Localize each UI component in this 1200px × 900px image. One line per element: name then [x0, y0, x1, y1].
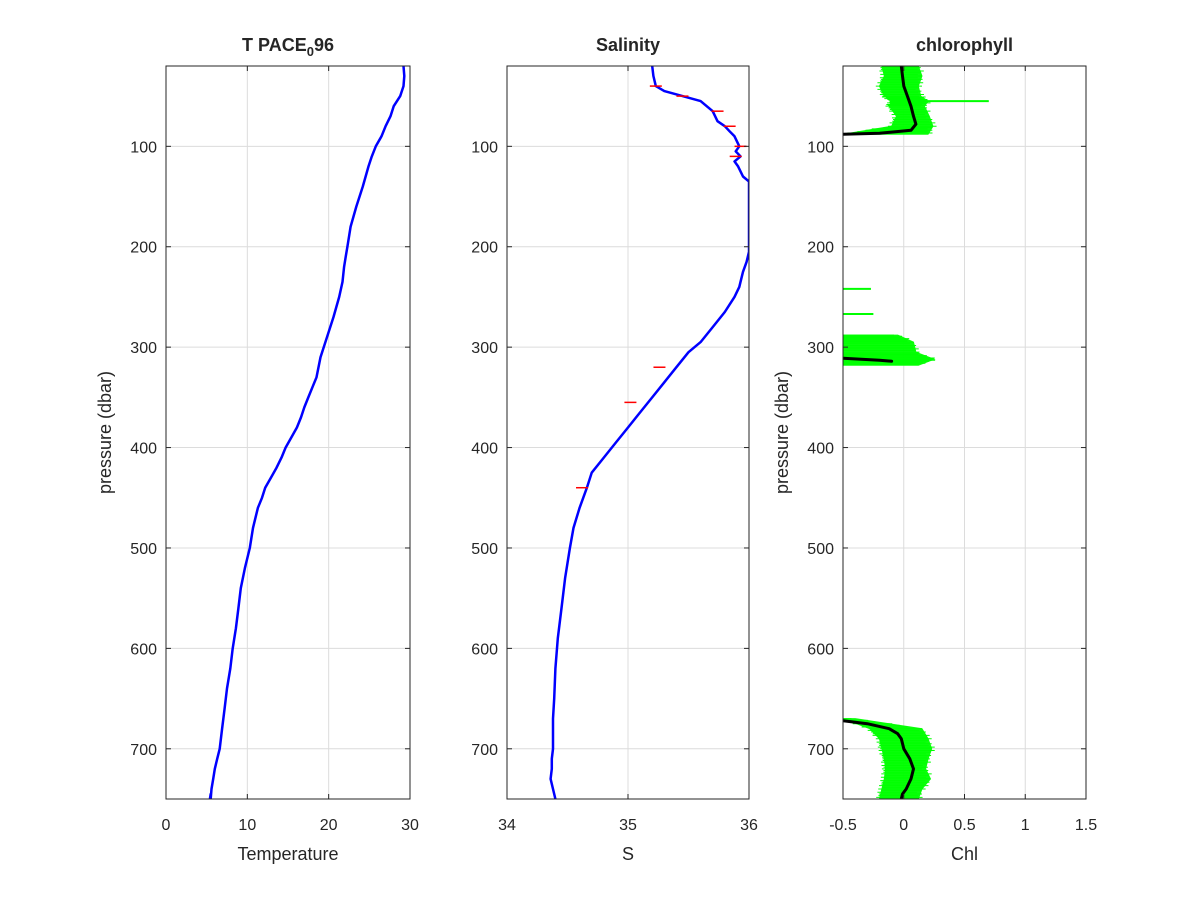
- salinity-xtick-label: 36: [740, 817, 758, 834]
- chlorophyll-ytick-label: 100: [807, 139, 834, 156]
- temperature-series-line: [208, 66, 406, 799]
- temperature-xtick-label: 20: [320, 817, 338, 834]
- salinity-title: Salinity: [596, 35, 660, 55]
- chlorophyll-ytick-label: 700: [807, 742, 834, 759]
- temperature-xtick-label: 0: [162, 817, 171, 834]
- salinity-panel: 34 35 36 100 200 300 400 500 600 700 Salinity S: [471, 35, 758, 864]
- temperature-title-tail: 96: [314, 35, 334, 55]
- salinity-ytick-label: 200: [471, 240, 498, 257]
- temperature-ylabel: pressure (dbar): [95, 371, 115, 494]
- chlorophyll-series-line: [843, 719, 915, 799]
- salinity-xtick-label: 35: [619, 817, 637, 834]
- salinity-ytick-label: 700: [471, 742, 498, 759]
- temperature-xlabel: Temperature: [237, 844, 338, 864]
- temperature-ytick-label: 200: [130, 240, 157, 257]
- salinity-xtick-label: 34: [498, 817, 516, 834]
- salinity-ytick-label: 100: [471, 139, 498, 156]
- chlorophyll-series-line: [843, 66, 918, 136]
- salinity-series-line: [549, 66, 749, 799]
- chlorophyll-panel: -0.5 0 0.5 1 1.5 100 200 300 400 500 600 700 chloro…: [772, 35, 1097, 864]
- temperature-ytick-label: 600: [130, 641, 157, 658]
- temperature-title: T PACE096: [242, 35, 334, 59]
- temperature-ticks: 0 10 20 30 100 200 300 400 500 600 700: [130, 66, 419, 834]
- chlorophyll-ticks: -0.5 0 0.5 1 1.5 100 200 300 400 500 600 700: [807, 66, 1097, 834]
- chlorophyll-title: chlorophyll: [916, 35, 1013, 55]
- chlorophyll-xtick-label: 1: [1021, 817, 1030, 834]
- chlorophyll-xtick-label: 0: [899, 817, 908, 834]
- chlorophyll-ylabel: pressure (dbar): [772, 371, 792, 494]
- chlorophyll-ytick-label: 300: [807, 340, 834, 357]
- temperature-ytick-label: 100: [130, 139, 157, 156]
- salinity-ytick-label: 500: [471, 541, 498, 558]
- chlorophyll-xtick-label: 0.5: [953, 817, 975, 834]
- salinity-plot-area: [549, 66, 749, 799]
- temperature-title-main: T PACE: [242, 35, 307, 55]
- salinity-ytick-label: 600: [471, 641, 498, 658]
- chlorophyll-ytick-label: 500: [807, 541, 834, 558]
- temperature-xtick-label: 30: [401, 817, 419, 834]
- chlorophyll-ytick-label: 200: [807, 240, 834, 257]
- temperature-ytick-label: 700: [130, 742, 157, 759]
- temperature-xtick-label: 10: [238, 817, 256, 834]
- chlorophyll-ytick-label: 600: [807, 641, 834, 658]
- temperature-ytick-label: 300: [130, 340, 157, 357]
- chlorophyll-xtick-label: 1.5: [1075, 817, 1097, 834]
- chlorophyll-series-line: [843, 356, 894, 363]
- temperature-title-subscript: 0: [307, 44, 314, 59]
- temperature-ytick-label: 500: [130, 541, 157, 558]
- temperature-plot-area: [208, 66, 406, 799]
- chlorophyll-plot-area: [843, 66, 989, 799]
- salinity-xlabel: S: [622, 844, 634, 864]
- salinity-ytick-label: 300: [471, 340, 498, 357]
- chlorophyll-ytick-label: 400: [807, 441, 834, 458]
- temperature-ytick-label: 400: [130, 441, 157, 458]
- salinity-ticks: 34 35 36 100 200 300 400 500 600 700: [471, 66, 758, 834]
- chlorophyll-xtick-label: -0.5: [829, 817, 857, 834]
- salinity-ytick-label: 400: [471, 441, 498, 458]
- temperature-axes-box: [165, 65, 411, 800]
- chlorophyll-xlabel: Chl: [951, 844, 978, 864]
